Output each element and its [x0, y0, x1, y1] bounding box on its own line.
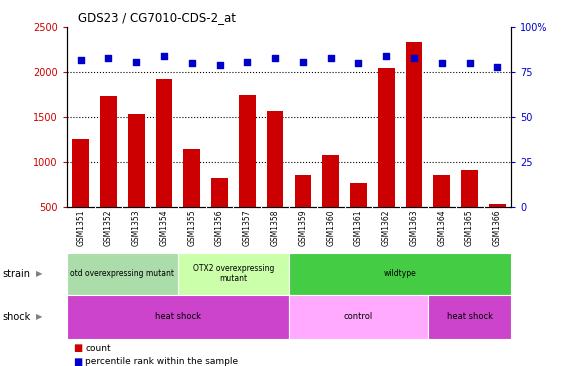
- Text: GSM1364: GSM1364: [437, 209, 446, 246]
- Point: [298, 59, 307, 64]
- Text: GSM1352: GSM1352: [104, 209, 113, 246]
- Text: GSM1363: GSM1363: [410, 209, 418, 246]
- Point: [410, 55, 419, 61]
- Bar: [433, 175, 450, 252]
- Point: [243, 59, 252, 64]
- Text: ■: ■: [73, 343, 82, 354]
- Bar: [378, 68, 394, 252]
- Point: [132, 59, 141, 64]
- Text: GSM1361: GSM1361: [354, 209, 363, 246]
- Point: [187, 60, 196, 66]
- Bar: [350, 183, 367, 252]
- Text: heat shock: heat shock: [447, 312, 493, 321]
- Text: count: count: [85, 344, 111, 353]
- Text: GSM1366: GSM1366: [493, 209, 502, 246]
- Text: GSM1356: GSM1356: [215, 209, 224, 246]
- Text: GSM1351: GSM1351: [76, 209, 85, 246]
- Text: GSM1359: GSM1359: [299, 209, 307, 246]
- Bar: [128, 113, 145, 252]
- Point: [271, 55, 280, 61]
- Point: [493, 64, 502, 70]
- Text: GSM1355: GSM1355: [187, 209, 196, 246]
- Text: GSM1358: GSM1358: [271, 209, 279, 246]
- Point: [382, 53, 391, 59]
- Bar: [322, 155, 339, 252]
- Text: GSM1353: GSM1353: [132, 209, 141, 246]
- Text: wildtype: wildtype: [384, 269, 417, 278]
- Bar: [406, 42, 422, 252]
- Point: [76, 57, 85, 63]
- Text: ■: ■: [73, 356, 82, 366]
- Point: [215, 62, 224, 68]
- Text: heat shock: heat shock: [155, 312, 201, 321]
- Text: GSM1357: GSM1357: [243, 209, 252, 246]
- Text: GSM1362: GSM1362: [382, 209, 391, 246]
- Bar: [461, 170, 478, 252]
- Point: [437, 60, 446, 66]
- Point: [326, 55, 335, 61]
- Text: shock: shock: [3, 311, 31, 322]
- Bar: [267, 111, 284, 252]
- Bar: [184, 149, 200, 252]
- Point: [465, 60, 474, 66]
- Bar: [239, 95, 256, 252]
- Text: GDS23 / CG7010-CDS-2_at: GDS23 / CG7010-CDS-2_at: [78, 11, 236, 24]
- Point: [104, 55, 113, 61]
- Bar: [156, 79, 173, 252]
- Bar: [489, 204, 505, 252]
- Text: otd overexpressing mutant: otd overexpressing mutant: [70, 269, 174, 278]
- Bar: [100, 97, 117, 252]
- Bar: [211, 178, 228, 252]
- Text: GSM1354: GSM1354: [160, 209, 168, 246]
- Bar: [73, 139, 89, 252]
- Text: ▶: ▶: [36, 269, 42, 278]
- Point: [354, 60, 363, 66]
- Text: OTX2 overexpressing
mutant: OTX2 overexpressing mutant: [193, 264, 274, 283]
- Bar: [295, 175, 311, 252]
- Text: GSM1365: GSM1365: [465, 209, 474, 246]
- Text: control: control: [344, 312, 373, 321]
- Point: [159, 53, 168, 59]
- Text: ▶: ▶: [36, 312, 42, 321]
- Text: percentile rank within the sample: percentile rank within the sample: [85, 357, 239, 366]
- Text: GSM1360: GSM1360: [326, 209, 335, 246]
- Text: strain: strain: [3, 269, 31, 279]
